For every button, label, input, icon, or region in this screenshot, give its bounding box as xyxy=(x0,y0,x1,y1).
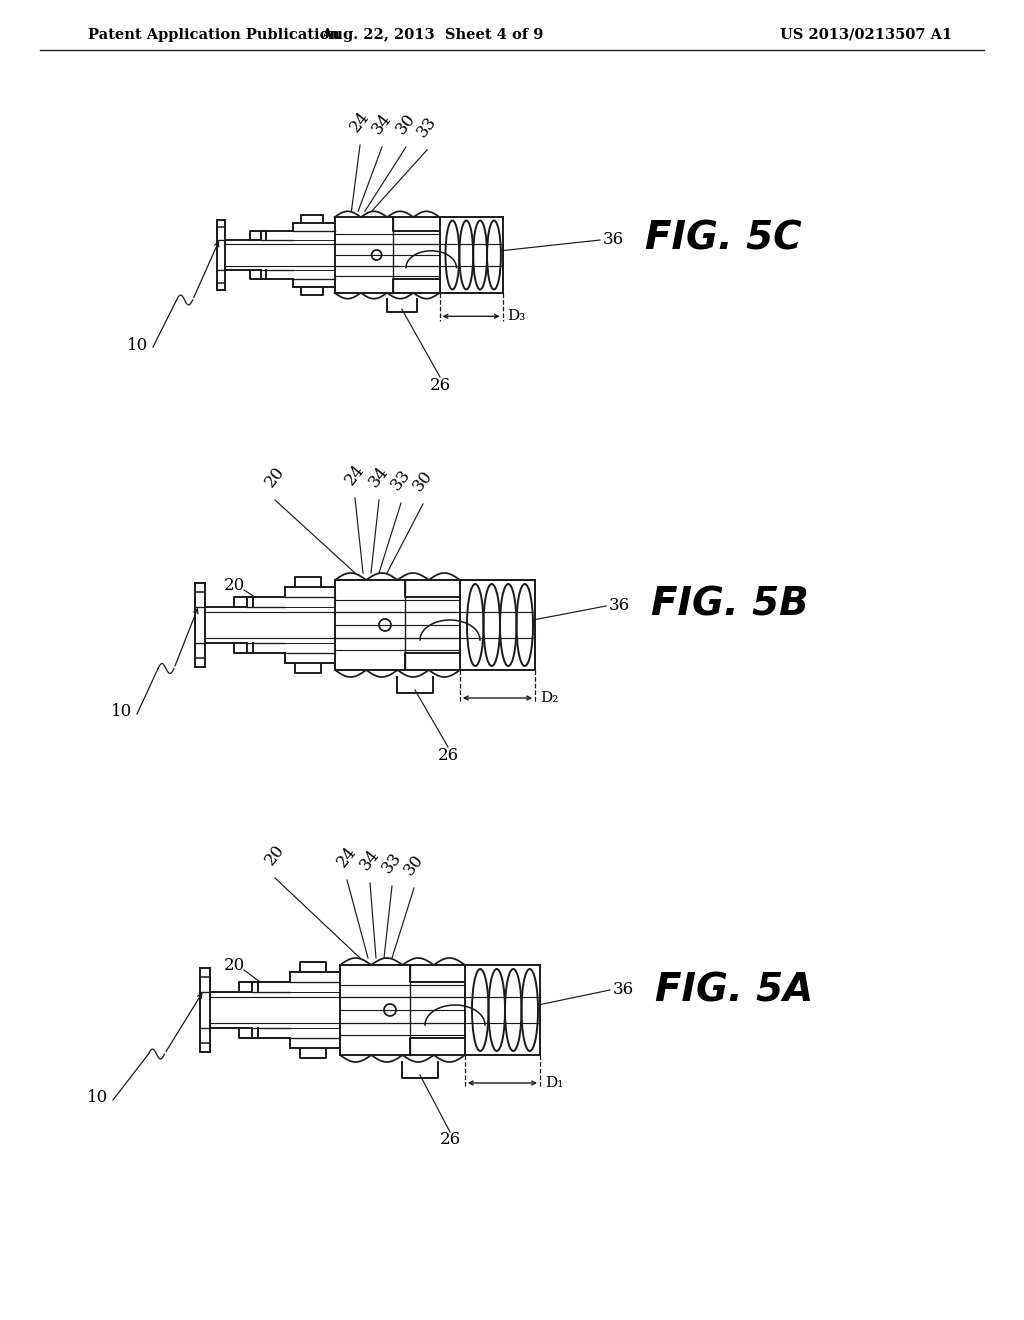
Text: 20: 20 xyxy=(262,841,288,869)
Text: Aug. 22, 2013  Sheet 4 of 9: Aug. 22, 2013 Sheet 4 of 9 xyxy=(321,28,543,42)
Text: 26: 26 xyxy=(437,747,459,763)
Text: 34: 34 xyxy=(369,110,395,137)
Text: 24: 24 xyxy=(334,842,360,870)
Text: 10: 10 xyxy=(87,1089,108,1106)
Text: 24: 24 xyxy=(347,108,373,135)
Text: 20: 20 xyxy=(223,957,245,974)
Text: FIG. 5B: FIG. 5B xyxy=(651,586,809,624)
Text: D₂: D₂ xyxy=(540,690,558,705)
Text: 30: 30 xyxy=(393,110,419,137)
Text: FIG. 5C: FIG. 5C xyxy=(645,219,802,257)
Text: 36: 36 xyxy=(603,231,624,248)
Bar xyxy=(200,968,210,1052)
Text: FIG. 5A: FIG. 5A xyxy=(655,972,813,1008)
Text: 33: 33 xyxy=(414,112,440,140)
Text: 34: 34 xyxy=(366,463,392,490)
Text: 26: 26 xyxy=(429,376,451,393)
Bar xyxy=(217,219,225,290)
Text: US 2013/0213507 A1: US 2013/0213507 A1 xyxy=(780,28,952,42)
Text: 10: 10 xyxy=(127,337,148,354)
Text: 24: 24 xyxy=(342,461,369,488)
Text: D₃: D₃ xyxy=(508,309,526,323)
Text: 33: 33 xyxy=(379,849,406,876)
Text: 20: 20 xyxy=(262,463,288,490)
Text: 30: 30 xyxy=(400,851,427,878)
Text: 10: 10 xyxy=(111,704,132,721)
Text: 33: 33 xyxy=(388,466,415,492)
Text: D₁: D₁ xyxy=(545,1076,563,1090)
Text: 26: 26 xyxy=(439,1131,461,1148)
Text: 36: 36 xyxy=(609,598,630,615)
Text: Patent Application Publication: Patent Application Publication xyxy=(88,28,340,42)
Text: 30: 30 xyxy=(410,467,436,494)
Text: 36: 36 xyxy=(613,982,634,998)
Text: 20: 20 xyxy=(223,577,245,594)
Bar xyxy=(195,583,205,667)
Text: 34: 34 xyxy=(356,846,383,873)
